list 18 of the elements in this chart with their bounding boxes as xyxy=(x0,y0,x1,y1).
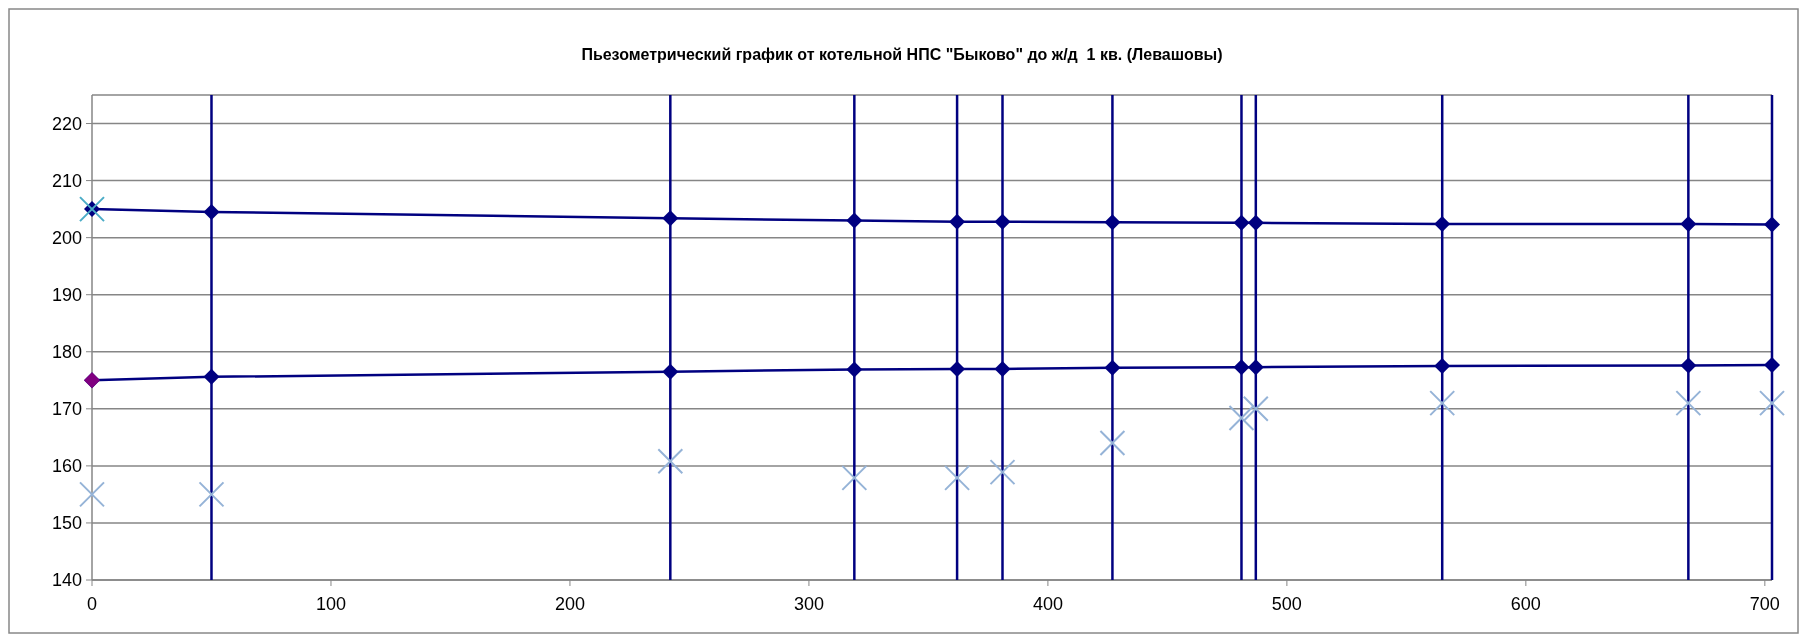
chart-title: Пьезометрический график от котельной НПС "Быково" до ж/д 1 кв. (Левашовы) xyxy=(581,46,1223,63)
y-tick-label: 200 xyxy=(51,227,82,248)
x-tick-label: 400 xyxy=(1032,594,1063,614)
x-tick-label: 100 xyxy=(315,594,346,614)
x-tick-label: 500 xyxy=(1271,594,1302,614)
y-tick-label: 190 xyxy=(51,285,82,306)
y-tick-label: 170 xyxy=(51,399,82,420)
y-tick-label: 220 xyxy=(51,113,82,134)
x-tick-label: 300 xyxy=(793,594,824,614)
y-tick-label: 150 xyxy=(51,513,82,534)
x-tick-label: 0 xyxy=(86,594,98,614)
x-tick-label: 200 xyxy=(554,594,585,614)
y-tick-label: 180 xyxy=(51,342,82,363)
y-tick-label: 210 xyxy=(51,170,82,191)
y-tick-label: 140 xyxy=(51,570,82,591)
x-tick-label: 700 xyxy=(1749,594,1780,614)
x-tick-label: 600 xyxy=(1510,594,1541,614)
y-tick-label: 160 xyxy=(51,456,82,477)
